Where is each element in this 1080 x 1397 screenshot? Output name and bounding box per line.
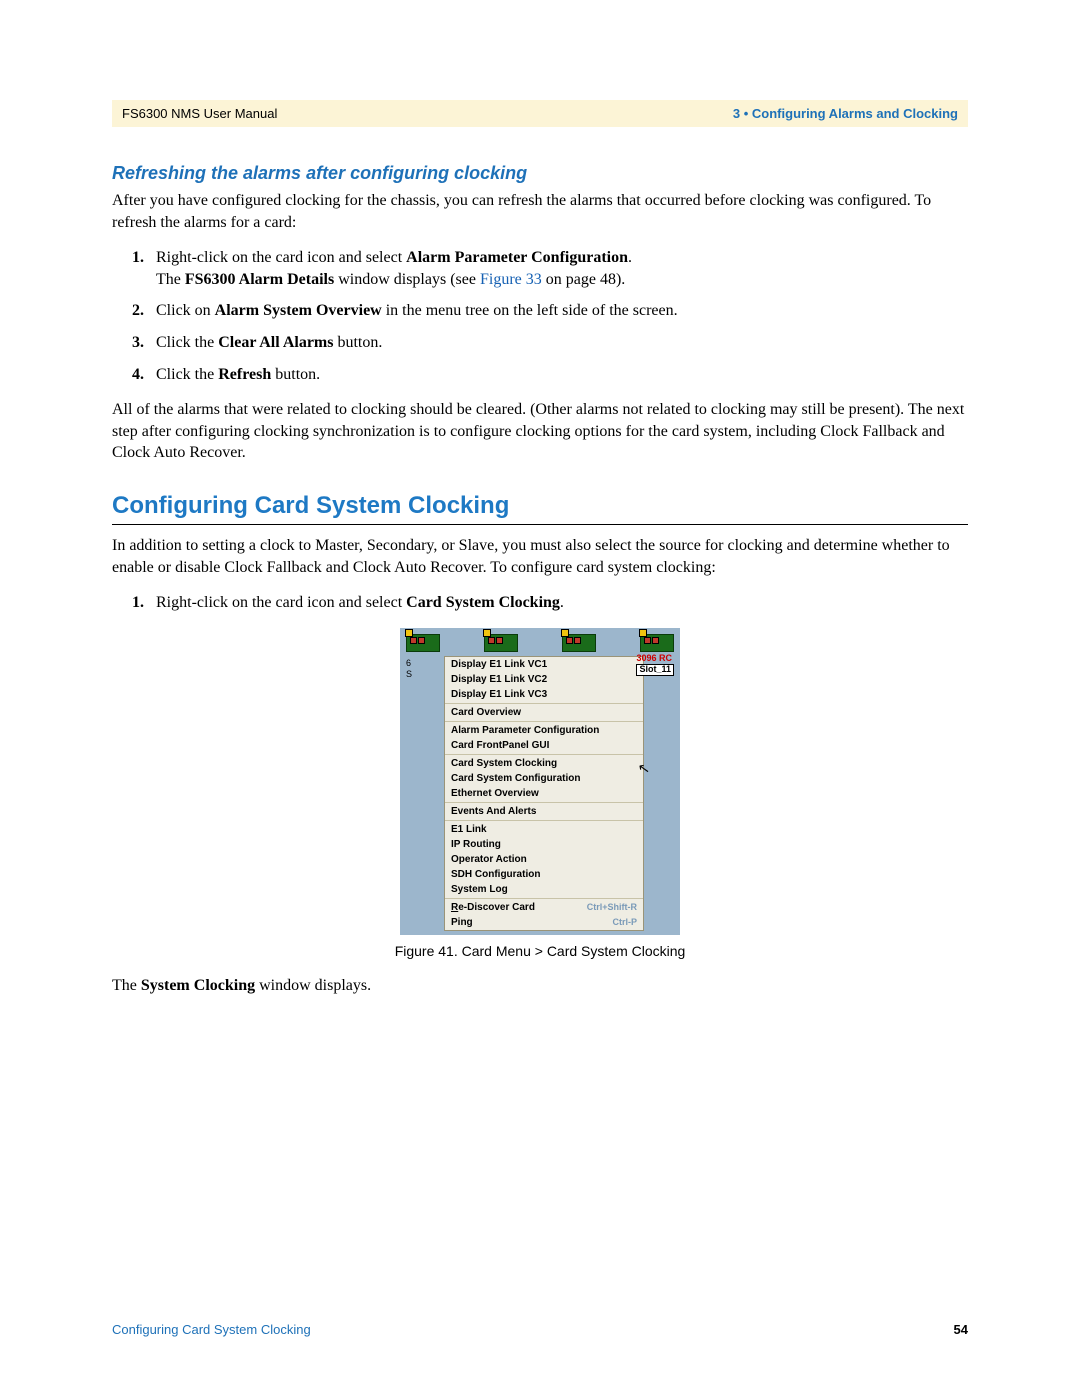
menu-item-label: Card Overview — [451, 707, 521, 718]
step-1: 1. Right-click on the card icon and sele… — [132, 592, 968, 614]
step-3: 3. Click the Clear All Alarms button. — [132, 332, 968, 354]
menu-separator — [445, 703, 643, 704]
step-body: Right-click on the card icon and select … — [156, 247, 968, 290]
step-body: Right-click on the card icon and select … — [156, 592, 968, 614]
menu-item[interactable]: Display E1 Link VC3 — [445, 687, 643, 702]
step-number: 2. — [132, 300, 156, 322]
section1-intro: After you have configured clocking for t… — [112, 190, 968, 233]
menu-separator — [445, 820, 643, 821]
menu-item[interactable]: IP Routing — [445, 837, 643, 852]
header-chapter: 3 • Configuring Alarms and Clocking — [733, 106, 958, 121]
footer-section-title: Configuring Card System Clocking — [112, 1322, 311, 1337]
card-icon — [484, 634, 518, 652]
menu-item-label: Card System Clocking — [451, 758, 557, 769]
menu-item[interactable]: Events And Alerts — [445, 804, 643, 819]
context-menu: Display E1 Link VC1 Display E1 Link VC2 Di… — [444, 656, 644, 931]
section2-heading: Configuring Card System Clocking — [112, 492, 968, 520]
step-1: 1. Right-click on the card icon and sele… — [132, 247, 968, 290]
page-footer: Configuring Card System Clocking 54 — [112, 1322, 968, 1337]
menu-item-label: Events And Alerts — [451, 806, 536, 817]
step-number: 1. — [132, 592, 156, 614]
section2-after: The System Clocking window displays. — [112, 975, 968, 997]
menu-separator — [445, 754, 643, 755]
step-2: 2. Click on Alarm System Overview in the… — [132, 300, 968, 322]
card-icon — [406, 634, 440, 652]
menu-item-label: Operator Action — [451, 854, 527, 865]
menu-item[interactable]: Alarm Parameter Configuration — [445, 723, 643, 738]
menu-item[interactable]: Card System Configuration — [445, 771, 643, 786]
menu-item-label: System Log — [451, 884, 508, 895]
menu-item[interactable]: Ethernet Overview — [445, 786, 643, 801]
figure-caption: Figure 41. Card Menu > Card System Clock… — [395, 943, 686, 959]
menu-item[interactable]: SDH Configuration — [445, 867, 643, 882]
menu-item[interactable]: Re-Discover Card Ctrl+Shift-R — [445, 900, 643, 915]
step-number: 3. — [132, 332, 156, 354]
section1-outro: All of the alarms that were related to c… — [112, 399, 968, 464]
menu-separator — [445, 898, 643, 899]
menu-item[interactable]: Ping Ctrl-P — [445, 915, 643, 930]
menu-item[interactable]: Display E1 Link VC2 — [445, 672, 643, 687]
card-icon-row — [404, 632, 676, 656]
menu-shortcut: Ctrl-P — [613, 917, 638, 928]
section2-intro: In addition to setting a clock to Master… — [112, 535, 968, 578]
menu-item-label: Alarm Parameter Configuration — [451, 725, 599, 736]
step-body: Click the Clear All Alarms button. — [156, 332, 968, 354]
menu-item[interactable]: Card Overview — [445, 705, 643, 720]
menu-item-label: IP Routing — [451, 839, 501, 850]
figure-41: 6 S 3096 RC Slot_11 Display E1 Link VC1D… — [112, 628, 968, 959]
menu-item[interactable]: Card System Clocking — [445, 756, 643, 771]
menu-item[interactable]: Operator Action — [445, 852, 643, 867]
page-number: 54 — [954, 1322, 968, 1337]
menu-item-label: Ping — [451, 917, 473, 928]
menu-item-label: Card System Configuration — [451, 773, 580, 784]
step-body: Click the Refresh button. — [156, 364, 968, 386]
card-icon — [562, 634, 596, 652]
menu-item-label: Display E1 Link VC2 — [451, 674, 547, 685]
cursor-icon: ↖ — [637, 759, 652, 778]
section2-steps: 1. Right-click on the card icon and sele… — [112, 592, 968, 614]
step-number: 4. — [132, 364, 156, 386]
menu-item[interactable]: E1 Link — [445, 822, 643, 837]
section-subheading: Refreshing the alarms after configuring … — [112, 163, 968, 184]
menu-item-label: SDH Configuration — [451, 869, 540, 880]
context-menu-screenshot: 6 S 3096 RC Slot_11 Display E1 Link VC1D… — [400, 628, 680, 935]
card-icon — [640, 634, 674, 652]
tree-stub: 6 S — [406, 658, 412, 680]
menu-item-label: E1 Link — [451, 824, 487, 835]
step-number: 1. — [132, 247, 156, 290]
menu-separator — [445, 721, 643, 722]
document-page: FS6300 NMS User Manual 3 • Configuring A… — [0, 0, 1080, 1397]
menu-item-label: Re-Discover Card — [451, 902, 535, 913]
step-body: Click on Alarm System Overview in the me… — [156, 300, 968, 322]
menu-item-label: Card FrontPanel GUI — [451, 740, 549, 751]
page-header-band: FS6300 NMS User Manual 3 • Configuring A… — [112, 100, 968, 127]
section1-steps: 1. Right-click on the card icon and sele… — [112, 247, 968, 385]
menu-separator — [445, 802, 643, 803]
menu-item[interactable]: System Log — [445, 882, 643, 897]
step-4: 4. Click the Refresh button. — [132, 364, 968, 386]
header-doc-title: FS6300 NMS User Manual — [122, 106, 277, 121]
heading-rule — [112, 524, 968, 525]
menu-item-label: Display E1 Link VC1 — [451, 659, 547, 670]
menu-item-label: Ethernet Overview — [451, 788, 539, 799]
menu-item[interactable]: Card FrontPanel GUI — [445, 738, 643, 753]
menu-shortcut: Ctrl+Shift-R — [587, 902, 637, 913]
menu-item-label: Display E1 Link VC3 — [451, 689, 547, 700]
menu-item[interactable]: Display E1 Link VC1 — [445, 657, 643, 672]
slot-tag: 3096 RC Slot_11 — [636, 654, 674, 676]
figure-link[interactable]: Figure 33 — [480, 271, 542, 288]
